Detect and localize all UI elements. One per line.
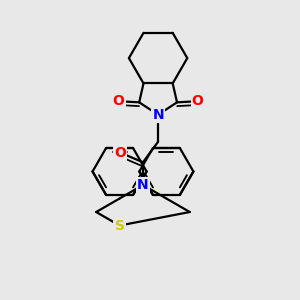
Text: O: O [113, 94, 124, 108]
Text: N: N [137, 178, 149, 192]
Text: S: S [115, 218, 124, 233]
Text: O: O [114, 146, 126, 160]
Text: O: O [192, 94, 203, 108]
Text: N: N [152, 108, 164, 122]
